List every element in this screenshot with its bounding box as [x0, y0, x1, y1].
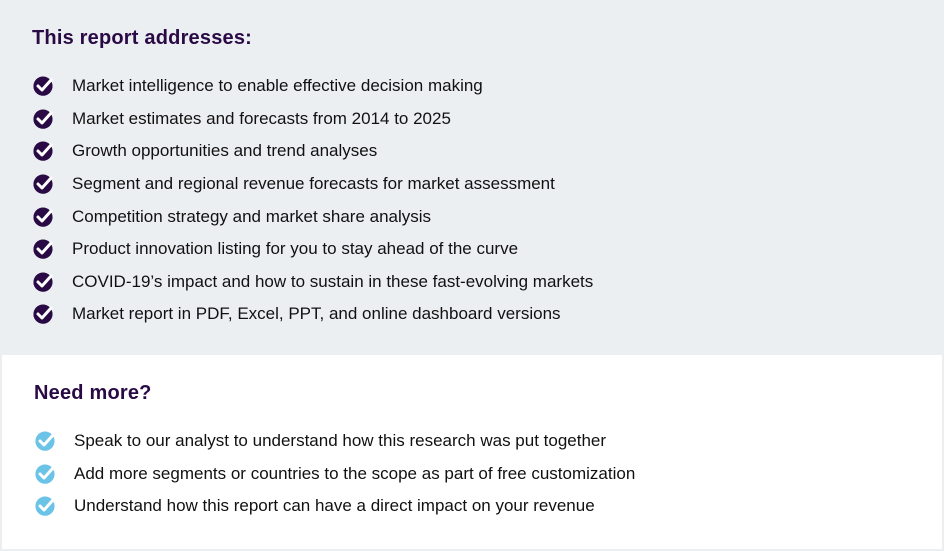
- list-item-label: Competition strategy and market share an…: [72, 206, 432, 226]
- list-item-label: Growth opportunities and trend analyses: [72, 141, 378, 161]
- list-item-label: Segment and regional revenue forecasts f…: [72, 174, 555, 194]
- list-item-label: Product innovation listing for you to st…: [72, 239, 519, 259]
- list-item-label: COVID-19’s impact and how to sustain in …: [72, 271, 594, 291]
- check-circle-icon: [32, 238, 54, 260]
- addresses-list: Market intelligence to enable effective …: [32, 70, 593, 331]
- section-title: This report addresses:: [32, 27, 253, 49]
- list-item: Market estimates and forecasts from 2014…: [32, 103, 593, 136]
- check-circle-icon: [32, 108, 54, 130]
- check-circle-icon: [34, 430, 56, 452]
- list-item: Segment and regional revenue forecasts f…: [32, 168, 593, 201]
- need-more-list: Speak to our analyst to understand how t…: [34, 425, 635, 523]
- list-item: COVID-19’s impact and how to sustain in …: [32, 266, 593, 299]
- list-item: Add more segments or countries to the sc…: [34, 458, 635, 491]
- need-more-section: Need more? Speak to our analyst to under…: [2, 355, 942, 549]
- list-item: Market intelligence to enable effective …: [32, 70, 593, 103]
- check-circle-icon: [34, 495, 56, 517]
- check-circle-icon: [32, 303, 54, 325]
- check-circle-icon: [34, 463, 56, 485]
- list-item: Growth opportunities and trend analyses: [32, 135, 593, 168]
- list-item: Product innovation listing for you to st…: [32, 233, 593, 266]
- list-item-label: Market intelligence to enable effective …: [72, 76, 483, 96]
- check-circle-icon: [32, 140, 54, 162]
- check-circle-icon: [32, 173, 54, 195]
- list-item-label: Market report in PDF, Excel, PPT, and on…: [72, 304, 561, 324]
- list-item-label: Understand how this report can have a di…: [74, 496, 595, 516]
- list-item: Understand how this report can have a di…: [34, 490, 635, 523]
- section-title: Need more?: [34, 382, 152, 404]
- list-item: Competition strategy and market share an…: [32, 200, 593, 233]
- list-item-label: Add more segments or countries to the sc…: [74, 463, 636, 483]
- check-circle-icon: [32, 271, 54, 293]
- list-item: Speak to our analyst to understand how t…: [34, 425, 635, 458]
- check-circle-icon: [32, 75, 54, 97]
- report-addresses-section: This report addresses: Market intelligen…: [32, 27, 593, 331]
- list-item: Market report in PDF, Excel, PPT, and on…: [32, 298, 593, 331]
- list-item-label: Market estimates and forecasts from 2014…: [72, 108, 451, 128]
- check-circle-icon: [32, 206, 54, 228]
- list-item-label: Speak to our analyst to understand how t…: [74, 431, 607, 451]
